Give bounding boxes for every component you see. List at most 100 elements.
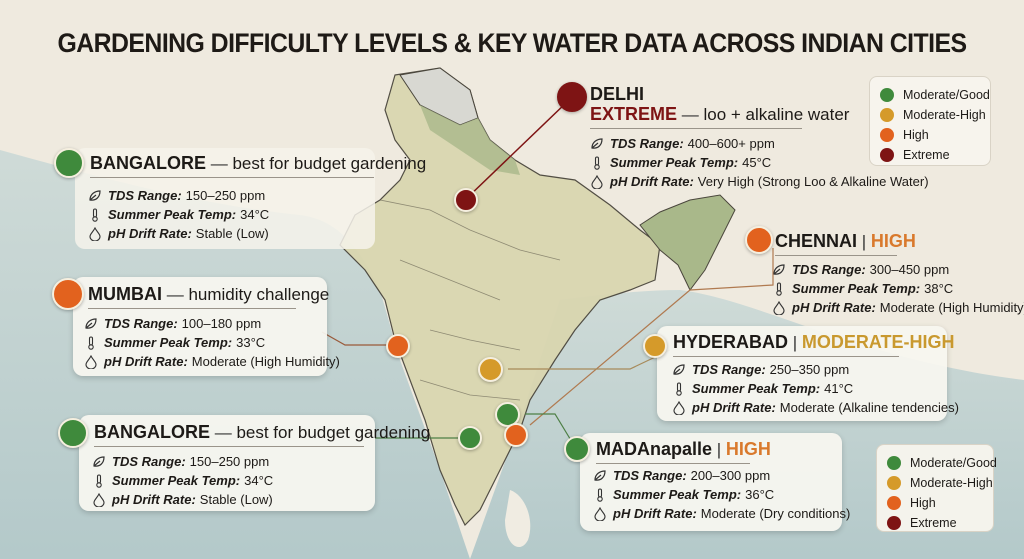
thermometer-icon [96,473,102,488]
city-name: MUMBAI [88,284,162,304]
ph-row: pH Drift Rate: Stable (Low) [88,224,269,243]
ph-row: pH Drift Rate: Moderate (High Humidity) [772,298,1024,317]
marker-delhi[interactable] [454,188,478,212]
amber-swatch-icon [887,476,901,490]
temp-row: Summer Peak Temp: 34°C [88,205,269,224]
leaf-icon [93,455,105,467]
tds-row: TDS Range: 400–600+ ppm [590,134,929,153]
legend-item: Moderate-High [880,105,986,125]
ph-drop-icon [93,492,105,507]
legend-item: Extreme [887,513,983,533]
leaf-icon [89,189,101,201]
tds-row: TDS Range: 150–250 ppm [88,186,269,205]
leaf-icon [85,317,97,329]
chennai-stats: TDS Range: 300–450 ppm Summer Peak Temp: 3… [772,260,1024,317]
marker-bangalore[interactable] [458,426,482,450]
ph-drop-icon [89,226,101,241]
ph-row: pH Drift Rate: Moderate (High Humidity) [84,352,340,371]
maroon-swatch-icon [887,516,901,530]
thermometer-icon [594,155,600,170]
leaf-icon [673,363,685,375]
delhi-subheading: EXTREME — loo + alkaline water [590,104,849,129]
temp-row: Summer Peak Temp: 33°C [84,333,340,352]
chennai-heading: CHENNAI | HIGH [775,231,916,256]
marker-mumbai[interactable] [386,334,410,358]
legend-item: High [880,125,980,145]
chennai-level-dot [745,226,773,254]
legend-item: High [887,493,983,513]
madanapalle-stats: TDS Range: 200–300 ppm Summer Peak Temp: 3… [593,466,850,523]
tds-row: TDS Range: 150–250 ppm [92,452,273,471]
temp-row: Summer Peak Temp: 38°C [772,279,1024,298]
temp-row: Summer Peak Temp: 36°C [593,485,850,504]
bangalore-heading: BANGALORE — best for budget gardening [90,153,426,178]
thermometer-icon [92,207,98,222]
ph-row: pH Drift Rate: Moderate (Dry conditions) [593,504,850,523]
callout-bangalore-bottom [79,415,375,511]
mumbai-level-dot [52,278,84,310]
ph-drop-icon [591,174,603,189]
thermometer-icon [776,281,782,296]
maroon-swatch-icon [880,148,894,162]
leaf-icon [591,137,603,149]
city-note: best for budget gardening [236,423,431,442]
legend-item: Moderate-High [887,473,993,493]
city-name: HYDERABAD [673,332,789,352]
difficulty-level: HIGH [870,231,916,251]
city-name: MADAnapalle [596,439,713,459]
mumbai-stats: TDS Range: 100–180 ppm Summer Peak Temp: 3… [84,314,340,371]
thermometer-icon [597,487,603,502]
temp-row: Summer Peak Temp: 34°C [92,471,273,490]
marker-hyderabad[interactable] [478,357,503,382]
madanapalle-heading: MADAnapalle | HIGH [596,439,771,464]
bangalore-stats: TDS Range: 150–250 ppm Summer Peak Temp: 3… [92,452,273,509]
callout-hyderabad [657,326,947,421]
tds-row: TDS Range: 300–450 ppm [772,260,1024,279]
delhi-heading: DELHI [590,84,800,108]
city-name: CHENNAI [775,231,858,251]
leaf-icon [773,263,785,275]
city-name: BANGALORE [90,153,206,173]
leaf-icon [594,469,606,481]
green-swatch-icon [880,88,894,102]
mumbai-heading: MUMBAI — humidity challenge [88,284,329,309]
city-note: humidity challenge [188,285,330,304]
orange-swatch-icon [887,496,901,510]
thermometer-icon [676,381,682,396]
tds-row: TDS Range: 100–180 ppm [84,314,340,333]
thermometer-icon [88,335,94,350]
legend-item: Moderate/Good [880,85,990,105]
city-name: DELHI [590,84,644,104]
callout-bangalore-top [75,148,375,249]
delhi-stats: TDS Range: 400–600+ ppm Summer Peak Temp:… [590,134,929,191]
tds-row: TDS Range: 250–350 ppm [672,360,959,379]
ph-drop-icon [594,506,606,521]
city-name: BANGALORE [94,422,210,442]
difficulty-level: EXTREME [590,104,678,124]
ph-drop-icon [85,354,97,369]
bangalore-heading: BANGALORE — best for budget gardening [94,422,430,447]
difficulty-level: HIGH [725,439,771,459]
legend-top: Moderate/Good Moderate-High High Extreme [869,76,991,166]
city-note: loo + alkaline water [703,105,850,124]
amber-swatch-icon [880,108,894,122]
temp-row: Summer Peak Temp: 45°C [590,153,929,172]
page-title: GARDENING DIFFICULTY LEVELS & KEY WATER … [57,28,967,58]
city-note: best for budget gardening [232,154,427,173]
bangalore-level-dot [54,148,84,178]
delhi-level-dot [557,82,587,112]
callout-madanapalle [580,433,842,531]
ph-row: pH Drift Rate: Moderate (Alkaline tendenc… [672,398,959,417]
callout-mumbai [73,277,327,376]
ph-drop-icon [673,400,685,415]
bangalore-stats: TDS Range: 150–250 ppm Summer Peak Temp: 3… [88,186,269,243]
hyderabad-heading: HYDERABAD | MODERATE-HIGH [673,332,955,357]
difficulty-level: MODERATE-HIGH [801,332,955,352]
bangalore-level-dot [58,418,88,448]
legend-bottom: Moderate/Good Moderate-High High Extreme [876,444,997,533]
orange-swatch-icon [880,128,894,142]
madanapalle-level-dot [564,436,590,462]
marker-chennai[interactable] [504,423,528,447]
tds-row: TDS Range: 200–300 ppm [593,466,850,485]
hyderabad-stats: TDS Range: 250–350 ppm Summer Peak Temp: 4… [672,360,959,417]
